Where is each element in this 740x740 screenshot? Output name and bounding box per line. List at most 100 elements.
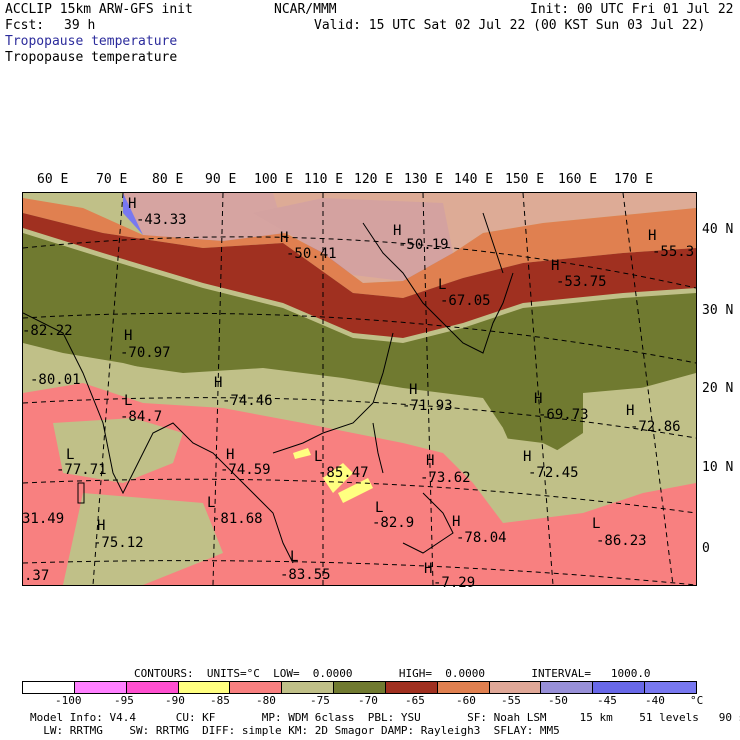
legend-swatch <box>230 682 283 693</box>
value-label: -82.22 <box>22 323 73 339</box>
high-marker: H <box>551 258 560 274</box>
lon-label: 130 E <box>404 172 444 187</box>
legend-tick: -85 <box>210 694 230 707</box>
region-yellow-1 <box>323 463 353 493</box>
legend-tick: -95 <box>114 694 134 707</box>
high-value: -75.12 <box>93 535 144 551</box>
legend-tick: -65 <box>405 694 425 707</box>
high-value: -70.97 <box>120 345 171 361</box>
lon-label: 170 E <box>614 172 654 187</box>
lon-label: 150 E <box>505 172 545 187</box>
high-marker: H <box>280 230 289 246</box>
high-value: -72.86 <box>630 419 681 435</box>
low-value: -82.9 <box>372 515 415 531</box>
low-marker: L <box>438 277 447 293</box>
forecast-label: Fcst: <box>5 18 45 33</box>
lat-label: 0 <box>702 541 710 556</box>
field-title-contour: Tropopause temperature <box>5 50 178 65</box>
legend-tick: -70 <box>358 694 378 707</box>
high-value: -74.46 <box>222 393 273 409</box>
lon-label: 70 E <box>96 172 128 187</box>
low-value: -67.05 <box>440 293 491 309</box>
region-light-pink <box>23 193 696 283</box>
value-label: 31.49 <box>22 511 65 527</box>
high-value: -7.29 <box>433 575 476 591</box>
tropopause-temperature-map <box>23 193 696 585</box>
lat-label: 40 N <box>702 222 734 237</box>
high-value: -73.62 <box>420 470 471 486</box>
legend-swatch <box>593 682 646 693</box>
legend-tick: -100 <box>55 694 82 707</box>
low-value: -84.7 <box>120 409 163 425</box>
legend-tick: -55 <box>501 694 521 707</box>
legend-tick: -80 <box>256 694 276 707</box>
valid-time: Valid: 15 UTC Sat 02 Jul 22 (00 KST Sun … <box>314 18 706 33</box>
high-marker: H <box>426 453 435 469</box>
high-value: -72.45 <box>528 465 579 481</box>
region-tan-india <box>53 418 183 483</box>
high-value: -55.3 <box>652 244 695 260</box>
lon-label: 160 E <box>558 172 598 187</box>
high-marker: H <box>626 403 635 419</box>
init-time: Init: 00 UTC Fri 01 Jul 22 <box>530 2 734 17</box>
low-value: -83.55 <box>280 567 331 583</box>
high-marker: H <box>523 449 532 465</box>
lon-label: 120 E <box>354 172 394 187</box>
legend-swatch <box>334 682 386 693</box>
legend-swatch <box>541 682 594 693</box>
high-marker: H <box>409 382 418 398</box>
value-label: -80.01 <box>30 372 81 388</box>
high-value: -53.75 <box>556 274 607 290</box>
low-marker: L <box>66 447 75 463</box>
low-marker: L <box>124 393 133 409</box>
lon-label: 140 E <box>454 172 494 187</box>
model-info-line1: Model Info: V4.4 CU: KF MP: WDM 6class P… <box>30 711 740 724</box>
color-legend-bar <box>22 681 697 694</box>
legend-tick: -90 <box>165 694 185 707</box>
high-marker: H <box>534 391 543 407</box>
legend-tick: -40 <box>645 694 665 707</box>
low-value: -77.71 <box>56 462 107 478</box>
low-marker: L <box>592 516 601 532</box>
legend-tick: -75 <box>310 694 330 707</box>
high-marker: H <box>452 514 461 530</box>
high-value: -43.33 <box>136 212 187 228</box>
legend-tick: -60 <box>456 694 476 707</box>
legend-tick: -45 <box>597 694 617 707</box>
legend-tick: -50 <box>548 694 568 707</box>
lat-label: 10 N <box>702 460 734 475</box>
high-value: -50.41 <box>286 246 337 262</box>
lat-label: 20 N <box>702 381 734 396</box>
lon-label: 100 E <box>254 172 294 187</box>
lat-label: 30 N <box>702 303 734 318</box>
high-marker: H <box>128 196 137 212</box>
lon-label: 110 E <box>304 172 344 187</box>
field-title-shaded: Tropopause temperature <box>5 34 178 49</box>
lon-label: 90 E <box>205 172 237 187</box>
lon-label: 60 E <box>37 172 69 187</box>
high-value: -69.73 <box>538 407 589 423</box>
org-label: NCAR/MMM <box>274 2 337 17</box>
high-value: -78.04 <box>456 530 507 546</box>
island-sri-lanka <box>77 482 85 504</box>
legend-swatch <box>74 682 127 693</box>
legend-swatch <box>645 682 696 693</box>
region-orange <box>23 198 696 298</box>
low-value: -81.68 <box>212 511 263 527</box>
high-marker: H <box>214 375 223 391</box>
value-label: .37 <box>24 568 50 584</box>
legend-swatch <box>282 682 335 693</box>
model-info-line2: LW: RRTMG SW: RRTMG DIFF: simple KM: 2D … <box>30 724 560 737</box>
high-marker: H <box>393 223 402 239</box>
region-yellow-2 <box>338 478 373 503</box>
high-marker: H <box>124 328 133 344</box>
coastlines <box>23 212 514 564</box>
region-tan-pacific <box>463 433 583 493</box>
high-value: -71.93 <box>402 398 453 414</box>
lon-label: 80 E <box>152 172 184 187</box>
high-marker: H <box>424 561 433 577</box>
model-title: ACCLIP 15km ARW-GFS init <box>5 2 193 17</box>
legend-swatch <box>126 682 179 693</box>
high-value: -50.19 <box>398 237 449 253</box>
region-tan-east <box>583 383 696 463</box>
